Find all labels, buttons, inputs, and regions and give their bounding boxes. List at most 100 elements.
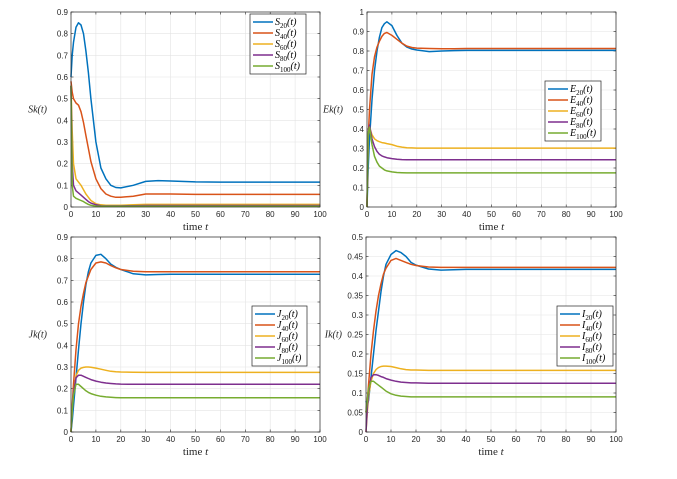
label-letter: E bbox=[569, 106, 576, 117]
x-tick-label: 30 bbox=[437, 435, 446, 444]
x-tick-label: 40 bbox=[462, 435, 471, 444]
legend: S20(t)S40(t)S60(t)S80(t)S100(t) bbox=[249, 13, 307, 75]
legend: E20(t)E40(t)E60(t)E80(t)E100(t) bbox=[544, 80, 602, 142]
legend-entry: I20(t) bbox=[581, 309, 602, 322]
label-subscript: 80 bbox=[280, 55, 288, 63]
x-tick-label: 0 bbox=[364, 435, 369, 444]
x-tick-label: 70 bbox=[537, 435, 546, 444]
chart-panel-2: 0 10 20 30 40 50 60 70 80 90 100 0 0.1 0.2 0.3 0.4 0.5 0.… bbox=[29, 233, 328, 458]
label-subscript: 80 bbox=[281, 347, 289, 355]
x-tick-label: 20 bbox=[116, 210, 125, 219]
label-suffix: (t) bbox=[292, 353, 302, 364]
label-suffix: (t) bbox=[583, 84, 593, 95]
chart-panel-1: 0 10 20 30 40 50 60 70 80 90 100 0 0.1 0.2 0.3 0.4 0.5 0.… bbox=[322, 8, 623, 233]
y-tick-label: 0.3 bbox=[57, 363, 69, 372]
legend-entry: E40(t) bbox=[569, 95, 593, 108]
x-tick-label: 70 bbox=[537, 210, 546, 219]
x-tick-label: 100 bbox=[609, 210, 623, 219]
x-axis-label: time t bbox=[478, 446, 504, 458]
series-line-E40 bbox=[366, 31, 616, 208]
y-tick-label: 0.1 bbox=[57, 406, 69, 415]
y-tick-label: 0.4 bbox=[57, 116, 69, 125]
label-letter: S bbox=[275, 28, 280, 39]
label-suffix: (t) bbox=[592, 342, 602, 353]
axes-box bbox=[70, 236, 321, 433]
x-axis-label: time t bbox=[479, 221, 505, 233]
y-tick-label: 0.6 bbox=[353, 86, 365, 95]
label-subscript: 60 bbox=[585, 336, 593, 344]
y-axis-label: Ek(t) bbox=[322, 105, 344, 116]
label-subscript: 60 bbox=[280, 44, 288, 52]
x-tick-label: 0 bbox=[69, 210, 74, 219]
legend-entry: S60(t) bbox=[275, 39, 297, 52]
label-letter: J bbox=[277, 331, 282, 342]
y-tick-label: 1 bbox=[360, 8, 365, 17]
y-tick-label: 0.7 bbox=[353, 67, 365, 76]
label-subscript: 20 bbox=[281, 314, 289, 322]
legend-entry: I80(t) bbox=[581, 342, 602, 355]
y-tick-label: 0.3 bbox=[57, 138, 69, 147]
y-tick-label: 0 bbox=[359, 428, 364, 437]
x-tick-label: 30 bbox=[141, 210, 150, 219]
y-tick-label: 0.1 bbox=[352, 389, 364, 398]
label-suffix: (t) bbox=[291, 61, 301, 72]
legend: I20(t)I40(t)I60(t)I80(t)I100(t) bbox=[556, 305, 614, 367]
x-tick-label: 20 bbox=[412, 435, 421, 444]
y-tick-label: 0 bbox=[360, 203, 365, 212]
y-tick-label: 0.25 bbox=[347, 331, 363, 340]
x-tick-label: 90 bbox=[587, 210, 596, 219]
label-subscript: 100 bbox=[585, 358, 596, 366]
y-tick-label: 0.9 bbox=[353, 28, 365, 37]
x-tick-label: 60 bbox=[512, 210, 521, 219]
series-line-E20 bbox=[366, 21, 616, 208]
legend-entry: E60(t) bbox=[569, 106, 593, 119]
x-tick-label: 80 bbox=[266, 210, 275, 219]
legend-entry: S40(t) bbox=[275, 28, 297, 41]
y-tick-label: 0.1 bbox=[353, 184, 365, 193]
label-letter: S bbox=[275, 39, 280, 50]
label-suffix: (t) bbox=[287, 17, 297, 28]
label-suffix: (t) bbox=[583, 117, 593, 128]
label-subscript: 20 bbox=[576, 89, 584, 97]
x-tick-label: 60 bbox=[216, 435, 225, 444]
label-letter: I bbox=[581, 331, 586, 342]
x-label-word: time bbox=[478, 446, 500, 458]
y-tick-label: 0.1 bbox=[57, 181, 69, 190]
series-line-E80 bbox=[366, 124, 616, 208]
label-subscript: 40 bbox=[281, 325, 289, 333]
chart-panel-0: 0 10 20 30 40 50 60 70 80 90 100 0 0.1 0.2 0.3 0.4 0.5 0.… bbox=[28, 8, 327, 233]
legend-entry: I60(t) bbox=[581, 331, 602, 344]
y-tick-label: 0 bbox=[64, 428, 69, 437]
y-tick-label: 0.5 bbox=[353, 106, 365, 115]
legend-entry: J40(t) bbox=[277, 320, 299, 333]
x-axis-label: time t bbox=[183, 446, 209, 458]
x-tick-label: 30 bbox=[437, 210, 446, 219]
y-tick-label: 0.9 bbox=[57, 233, 69, 242]
x-tick-label: 100 bbox=[313, 435, 327, 444]
x-tick-label: 80 bbox=[562, 210, 571, 219]
axes-box bbox=[70, 11, 321, 208]
y-tick-label: 0.5 bbox=[57, 95, 69, 104]
y-tick-label: 0 bbox=[64, 203, 69, 212]
label-letter: J bbox=[277, 309, 282, 320]
y-tick-label: 0.5 bbox=[57, 320, 69, 329]
x-tick-label: 50 bbox=[191, 210, 200, 219]
label-suffix: (t) bbox=[583, 95, 593, 106]
y-tick-label: 0.6 bbox=[57, 298, 69, 307]
x-tick-label: 90 bbox=[291, 435, 300, 444]
series-line-J20 bbox=[70, 253, 320, 433]
legend-entry: J80(t) bbox=[277, 342, 299, 355]
series-line-I80 bbox=[365, 373, 616, 433]
y-tick-label: 0.3 bbox=[353, 145, 365, 154]
y-tick-label: 0.15 bbox=[347, 370, 363, 379]
label-subscript: 80 bbox=[585, 347, 593, 355]
y-tick-label: 0.2 bbox=[57, 160, 69, 169]
y-tick-label: 0.2 bbox=[57, 385, 69, 394]
x-tick-label: 0 bbox=[69, 435, 74, 444]
x-tick-label: 10 bbox=[91, 210, 100, 219]
label-subscript: 60 bbox=[576, 111, 584, 119]
legend-entry: E80(t) bbox=[569, 117, 593, 130]
y-tick-label: 0.4 bbox=[352, 272, 364, 281]
x-label-var: t bbox=[205, 446, 209, 458]
legend-entry: S100(t) bbox=[275, 61, 301, 74]
